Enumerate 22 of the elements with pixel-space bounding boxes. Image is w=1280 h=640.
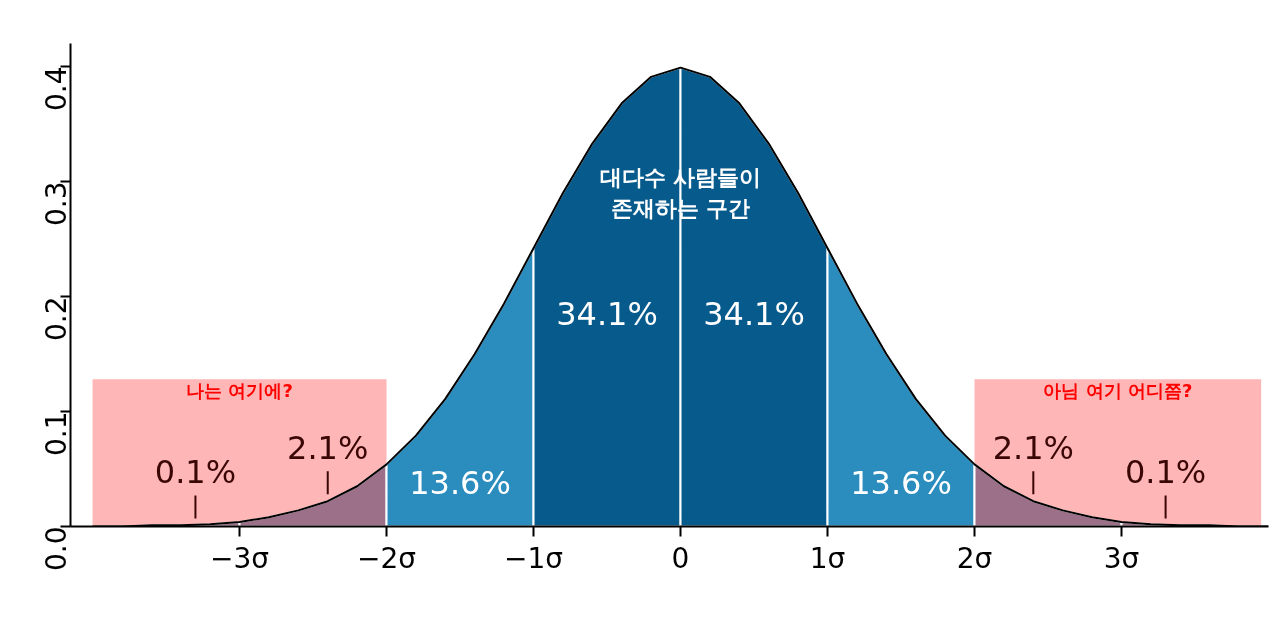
- x-tick-label: −3σ: [210, 541, 270, 575]
- x-tick-label: 3σ: [1103, 541, 1140, 575]
- x-tick-label: 2σ: [956, 541, 993, 575]
- y-tick-label: 0.4: [40, 66, 73, 112]
- y-tick-label: 0.2: [40, 296, 73, 342]
- annotation: 0.1%: [154, 453, 237, 492]
- x-tick-label: −1σ: [504, 541, 564, 575]
- annotation: 34.1%: [556, 294, 658, 333]
- annotation: 0.1%: [1124, 453, 1207, 492]
- y-tick-label: 0.3: [40, 181, 73, 227]
- annotation: 13.6%: [409, 464, 511, 503]
- x-tick-label: −2σ: [357, 541, 417, 575]
- y-tick-label: 0.1: [40, 411, 73, 457]
- annotation: 34.1%: [703, 294, 805, 333]
- annotation: 2.1%: [992, 429, 1074, 468]
- band-label: 나는 여기에?: [186, 380, 293, 402]
- x-tick-label: 0: [671, 541, 690, 575]
- annotation: 2.1%: [287, 429, 369, 468]
- x-tick-label: 1σ: [809, 541, 846, 575]
- annotation: 13.6%: [850, 464, 952, 503]
- y-tick-label: 0.0: [40, 526, 73, 572]
- band-label: 아님 여기 어디쯤?: [1043, 380, 1193, 402]
